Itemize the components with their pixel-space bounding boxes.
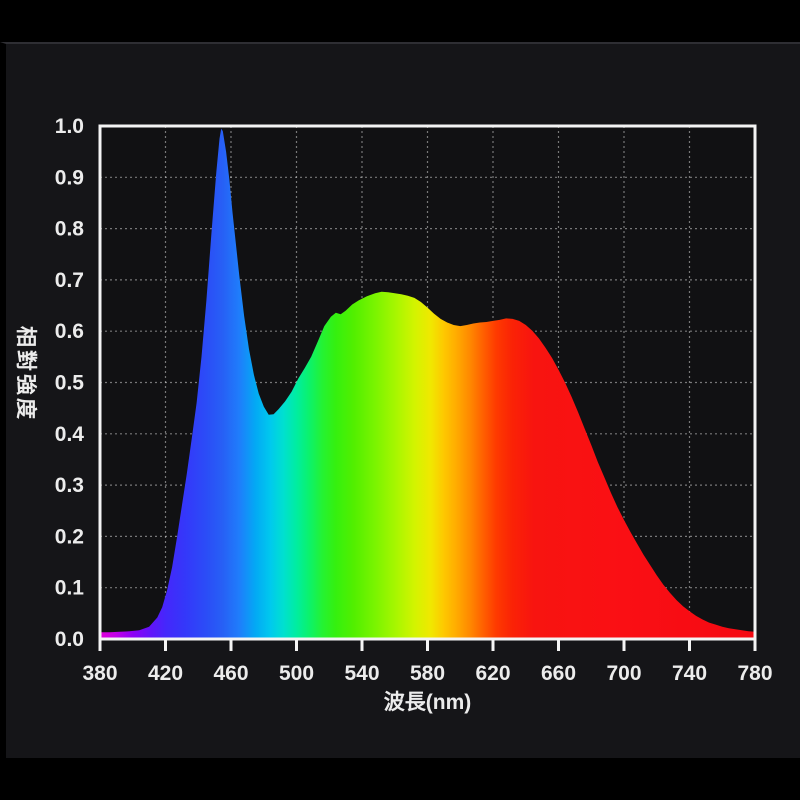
y-tick-label: 0.7 (55, 269, 84, 292)
x-axis-title: 波長(nm) (383, 691, 472, 714)
y-tick-label: 0.2 (55, 525, 84, 548)
x-tick-label: 540 (344, 662, 379, 685)
y-tick-label: 1.0 (55, 115, 84, 138)
x-tick-label: 460 (213, 662, 248, 685)
x-tick-label: 380 (82, 662, 117, 685)
y-tick-label: 0.1 (55, 577, 85, 600)
spectrum-area (100, 128, 755, 639)
x-tick-label: 500 (279, 662, 314, 685)
y-tick-label: 0.4 (55, 423, 85, 446)
plot-frame (98, 124, 757, 641)
y-tick-label: 0.6 (55, 320, 84, 343)
x-tick-label: 420 (148, 662, 183, 685)
y-tick-label: 0.8 (55, 218, 85, 241)
x-tick-label: 700 (606, 662, 641, 685)
x-tick-label: 660 (541, 662, 576, 685)
y-axis-title: 相對強度 (14, 326, 37, 422)
y-tick-label: 0.9 (55, 166, 84, 189)
y-tick-label: 0.3 (55, 474, 84, 497)
y-tick-label: 0.5 (55, 372, 85, 395)
x-tick-label: 620 (475, 662, 510, 685)
x-tick-label: 740 (672, 662, 707, 685)
x-tick-label: 580 (410, 662, 445, 685)
x-tick-label: 780 (737, 662, 772, 685)
y-tick-label: 0.0 (55, 628, 84, 651)
